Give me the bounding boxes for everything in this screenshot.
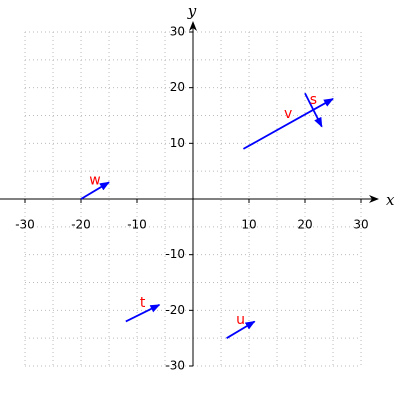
y-tick-label: -10 [165,247,185,261]
x-axis-label: x [386,191,395,209]
x-tick-label: 30 [353,218,368,232]
y-axis-label: y [187,2,197,20]
y-tick-label: 20 [170,80,185,94]
x-tick-label: -30 [15,218,35,232]
x-tick-label: -20 [71,218,91,232]
vector-label: v [284,106,292,122]
vector-arrow [242,98,334,150]
vector-label: w [89,173,100,189]
y-tick-label: -20 [165,303,185,317]
vector-label: t [140,295,146,311]
vector-arrow [226,320,256,339]
x-tick-label: -10 [127,218,147,232]
y-tick-label: -30 [165,359,185,373]
x-tick-label: 10 [241,218,256,232]
vector-arrow [125,303,161,323]
vector-arrow [80,181,110,200]
y-tick-label: 30 [170,25,185,39]
y-tick-label: 10 [170,136,185,150]
vector-arrow [304,92,323,128]
vector-label: s [310,92,317,108]
x-tick-label: 20 [297,218,312,232]
vector-label: u [236,312,245,328]
